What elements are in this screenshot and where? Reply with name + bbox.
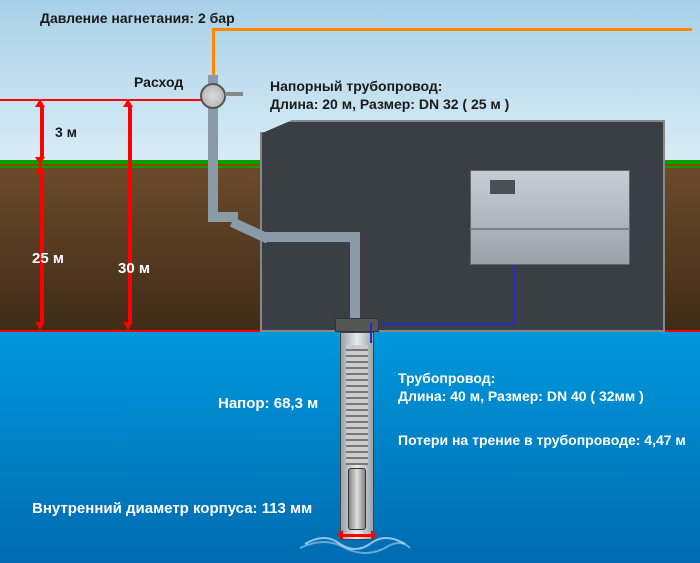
pressure-label: Давление нагнетания: 2 бар xyxy=(40,10,235,26)
dim-30m-label: 30 м xyxy=(118,260,150,277)
hose-down xyxy=(370,323,372,343)
dim-25m-line xyxy=(40,172,44,322)
pressure-pipe-title: Напорный трубопровод: xyxy=(270,78,442,94)
flowmeter-stem xyxy=(225,92,243,96)
pipe-down-to-well xyxy=(350,232,360,332)
dim-3m-label: 3 м xyxy=(55,124,77,140)
pressure-line-h xyxy=(212,28,692,31)
dim-30m-arrow-t xyxy=(123,99,133,107)
casing-label: Внутренний диаметр корпуса: 113 мм xyxy=(32,500,312,517)
dim-30m-arrow-b xyxy=(123,322,133,330)
friction-label: Потери на трение в трубопроводе: 4,47 м xyxy=(398,432,686,448)
house-roof xyxy=(260,120,665,134)
head-label: Напор: 68,3 м xyxy=(218,395,318,412)
dim-3m-line xyxy=(40,106,44,158)
flowmeter-icon xyxy=(200,83,226,109)
tank-line xyxy=(470,228,630,230)
well-screen xyxy=(346,345,368,465)
pressure-pipe-val: Длина: 20 м, Размер: DN 32 ( 25 м ) xyxy=(270,96,509,112)
hose-vert xyxy=(514,265,516,325)
pipeline-val: Длина: 40 м, Размер: DN 40 ( 32мм ) xyxy=(398,388,644,404)
hose-horiz xyxy=(370,323,516,325)
dim-30m-line xyxy=(128,106,132,322)
dim-25m-arrow-t xyxy=(35,165,45,173)
dim-25m-label: 25 м xyxy=(32,250,64,267)
pipeline-title: Трубопровод: xyxy=(398,370,495,386)
well-shaft xyxy=(335,318,379,332)
pump-width-arrow-r xyxy=(371,530,377,540)
pump-body xyxy=(348,468,366,530)
dim-25m-arrow-b xyxy=(35,322,45,330)
pipe-horiz2 xyxy=(266,232,350,242)
flow-label: Расход xyxy=(134,74,183,90)
pump-width-arrow-l xyxy=(337,530,343,540)
pressure-line-v xyxy=(212,28,215,78)
tank-panel xyxy=(490,180,515,194)
ref-line-top xyxy=(0,99,218,101)
pump-width-line xyxy=(343,534,371,537)
